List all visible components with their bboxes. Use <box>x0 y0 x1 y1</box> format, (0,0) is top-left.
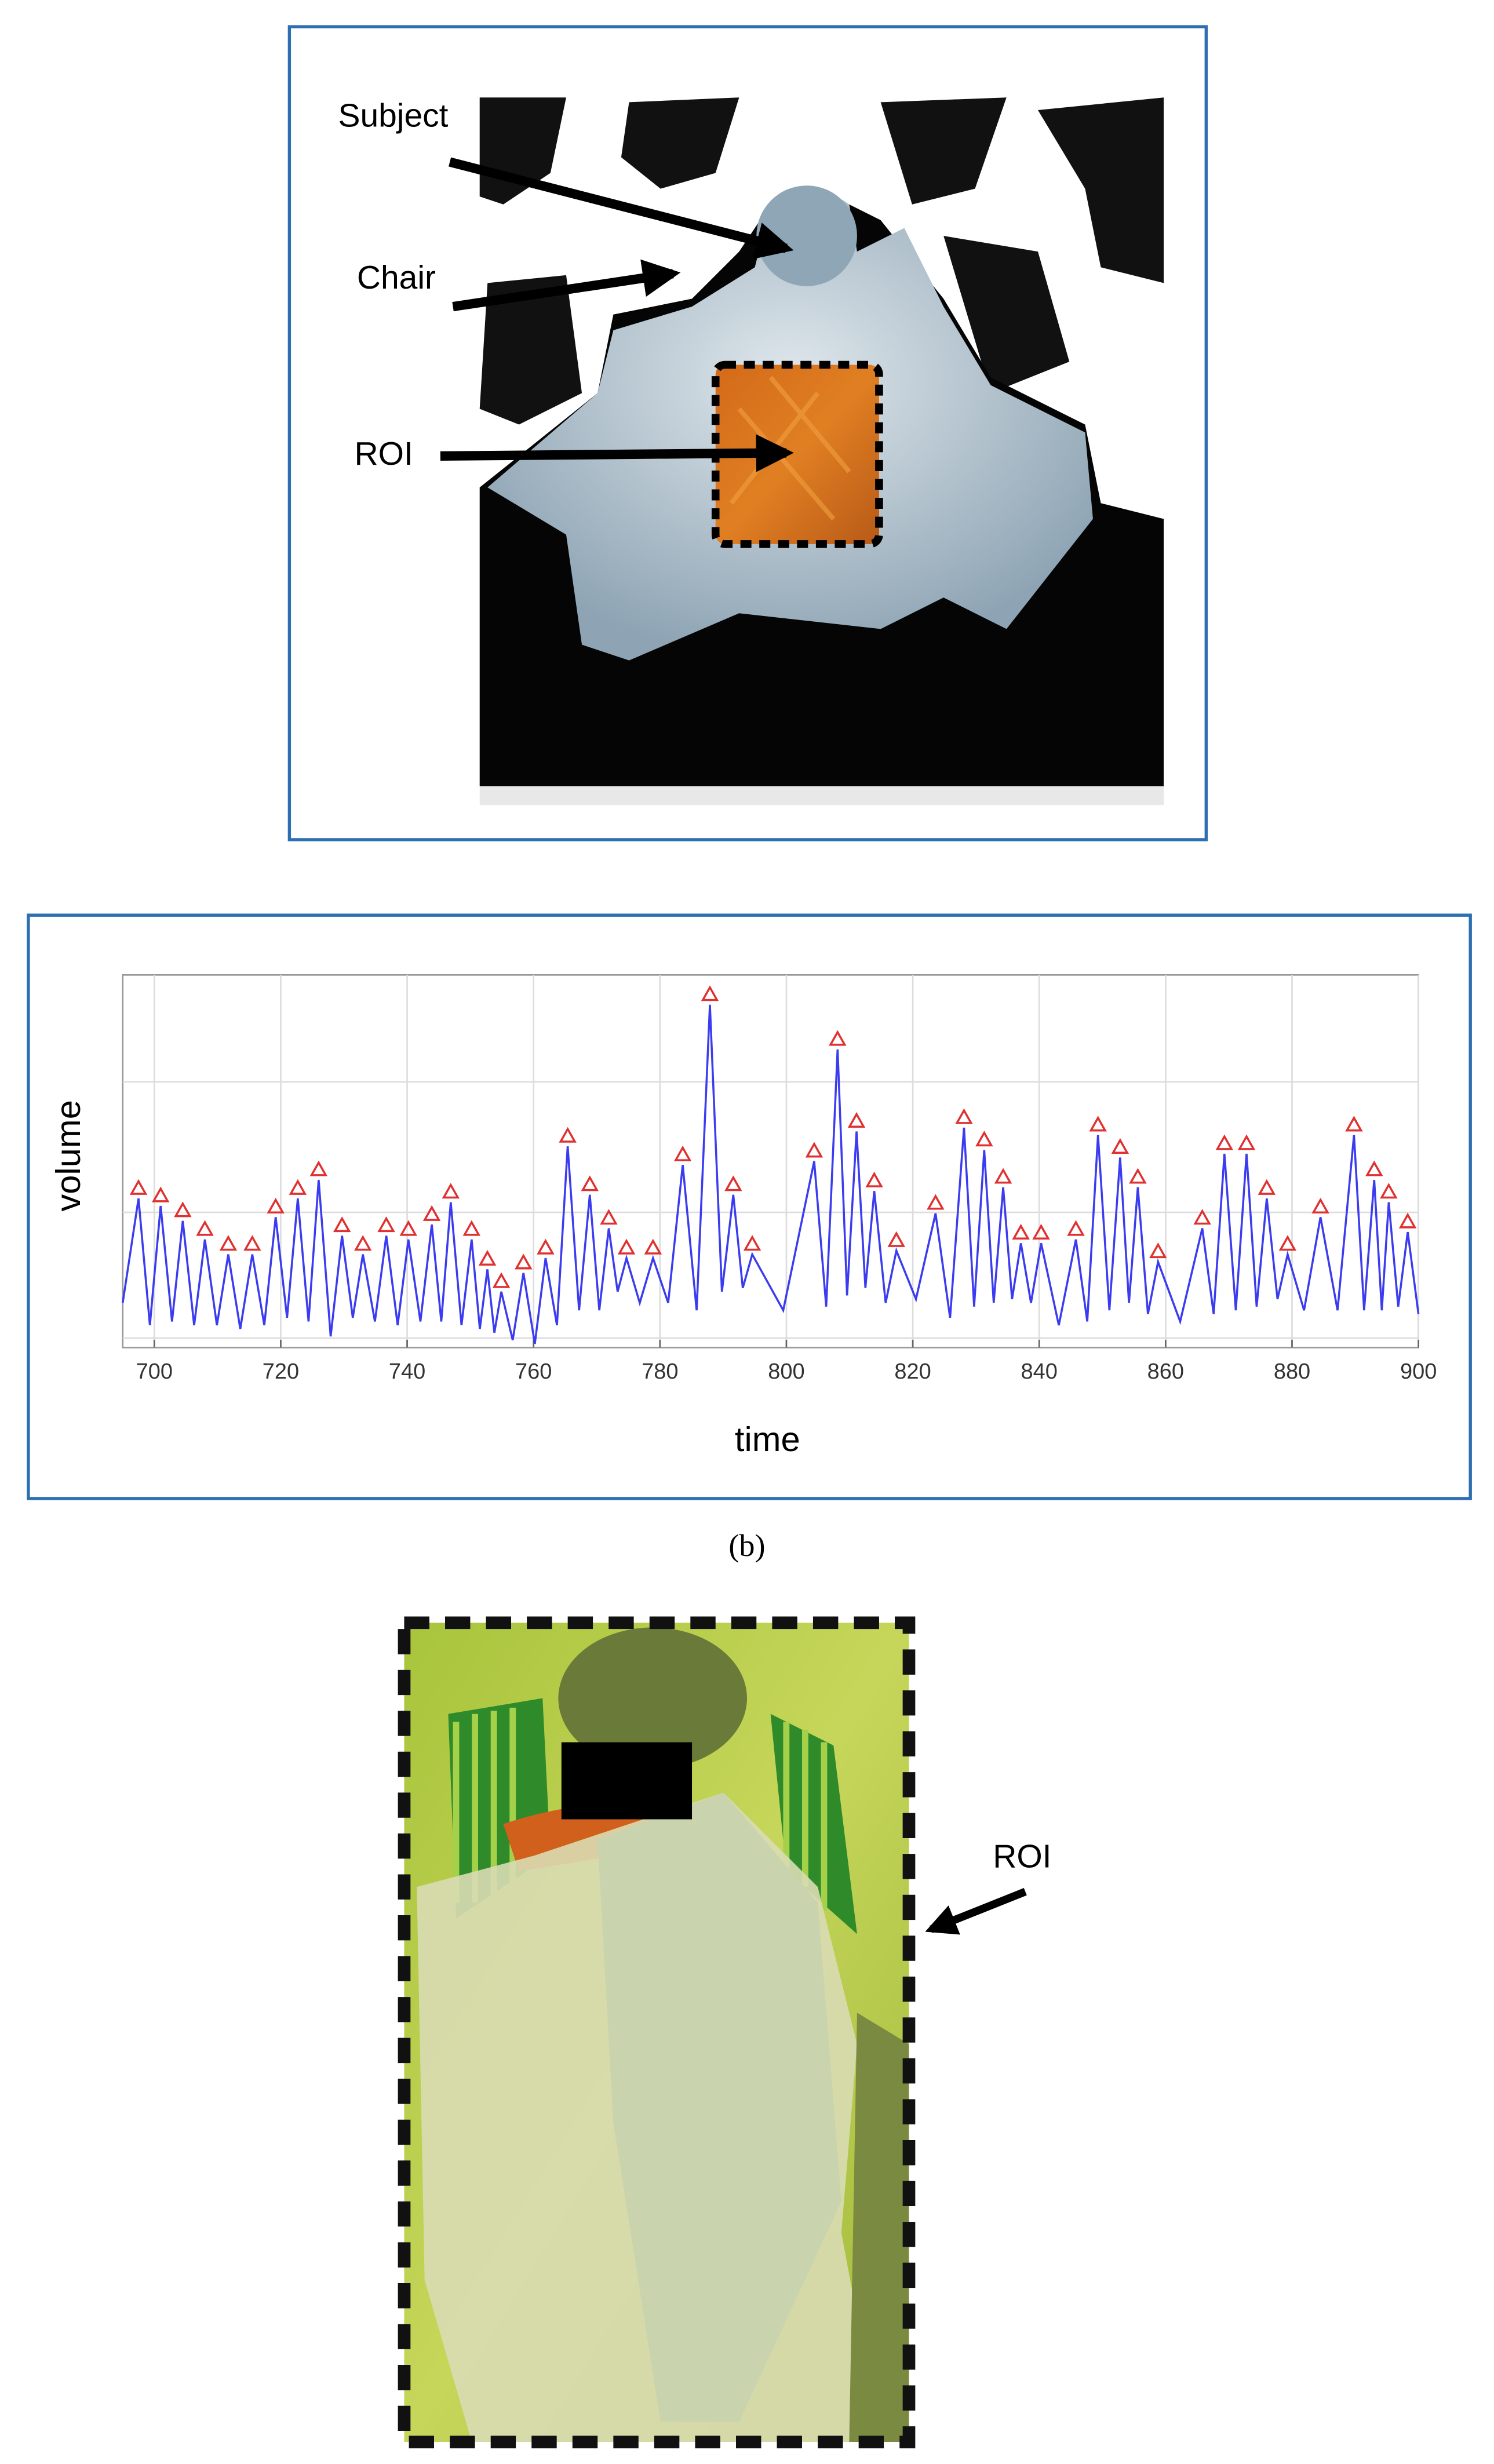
caption: (b) <box>728 1528 765 1563</box>
arrow <box>452 259 681 312</box>
peak-marker <box>724 1175 742 1191</box>
peak-marker <box>955 1108 973 1124</box>
peak-marker <box>174 1201 192 1218</box>
x-tick-label: 780 <box>642 1359 678 1384</box>
peak-marker <box>333 1216 351 1233</box>
depth-image <box>479 97 1164 805</box>
peak-marker <box>151 1186 170 1202</box>
peak-marker <box>1380 1183 1398 1199</box>
peak-marker <box>377 1216 395 1233</box>
x-tick-label: 740 <box>389 1359 425 1384</box>
peak-marker <box>617 1238 636 1255</box>
peak-marker <box>1149 1242 1167 1259</box>
x-tick-label: 840 <box>1021 1359 1058 1384</box>
peak-marker <box>559 1127 577 1143</box>
arrow <box>440 434 794 472</box>
peak-marker <box>673 1145 692 1161</box>
x-tick-label: 820 <box>894 1359 931 1384</box>
peak-marker <box>1032 1223 1050 1240</box>
signal-line <box>122 1004 1420 1344</box>
peak-marker <box>994 1168 1012 1184</box>
peak-marker <box>1129 1168 1147 1184</box>
peak-marker <box>743 1235 761 1251</box>
peak-marker <box>1111 1138 1129 1154</box>
x-tick-label: 900 <box>1400 1359 1437 1384</box>
peak-marker <box>1311 1197 1329 1213</box>
peak-marker <box>289 1179 307 1195</box>
peak-marker <box>805 1142 823 1158</box>
arrow <box>449 157 794 260</box>
label: Chair <box>357 259 436 296</box>
peak-marker <box>196 1220 214 1236</box>
x-axis-label: time <box>735 1420 800 1459</box>
peak-marker <box>829 1030 847 1046</box>
peak-marker <box>1398 1212 1417 1229</box>
peak-marker <box>515 1253 533 1270</box>
x-tick-label: 720 <box>263 1359 299 1384</box>
peak-marker <box>581 1175 599 1191</box>
peak-marker <box>1365 1160 1383 1176</box>
peak-marker <box>1215 1134 1234 1150</box>
peak-marker <box>492 1272 511 1288</box>
peak-marker <box>644 1238 662 1255</box>
peak-marker <box>442 1183 460 1199</box>
peak-marker <box>1012 1223 1030 1240</box>
label: Subject <box>338 97 448 134</box>
peak-marker <box>887 1231 905 1247</box>
peak-marker <box>243 1235 261 1251</box>
peak-marker <box>1237 1134 1256 1150</box>
peak-marker <box>422 1205 441 1221</box>
peak-marker <box>975 1131 993 1147</box>
peak-marker <box>399 1220 417 1236</box>
top-panel: Subject Chair ROI <box>287 25 1208 841</box>
peak-marker <box>354 1235 372 1251</box>
label: ROI <box>993 1838 1051 1875</box>
peak-marker <box>129 1179 148 1195</box>
arrow <box>925 1888 1027 1935</box>
peak-marker <box>478 1249 497 1266</box>
peak-marker <box>865 1171 883 1187</box>
peak-marker <box>1193 1209 1211 1225</box>
x-tick-label: 860 <box>1147 1359 1184 1384</box>
bottom-panel: ROI <box>398 1616 1051 2448</box>
x-tick-label: 880 <box>1274 1359 1310 1384</box>
peak-marker <box>219 1235 238 1251</box>
x-tick-label: 700 <box>136 1359 173 1384</box>
peak-marker <box>701 985 719 1001</box>
peak-marker <box>1067 1220 1085 1236</box>
x-tick-label: 800 <box>768 1359 804 1384</box>
x-tick-label: 760 <box>515 1359 552 1384</box>
peak-marker <box>1345 1116 1363 1132</box>
y-axis-label: volume <box>49 1100 88 1211</box>
peak-marker <box>847 1112 866 1128</box>
roi-image <box>398 1616 916 2448</box>
peak-marker <box>600 1209 618 1225</box>
peak-marker <box>1278 1235 1297 1251</box>
peak-marker <box>1258 1179 1276 1195</box>
peak-marker <box>462 1220 481 1236</box>
peak-marker <box>1089 1116 1107 1132</box>
peak-marker <box>537 1238 555 1255</box>
peak-marker <box>309 1160 328 1176</box>
peak-marker <box>267 1197 285 1213</box>
peak-marker <box>927 1194 945 1210</box>
chart-panel: time volume 700 720 740 760 780 800 820 840 860 8… <box>27 913 1472 1500</box>
label: ROI <box>355 435 413 472</box>
